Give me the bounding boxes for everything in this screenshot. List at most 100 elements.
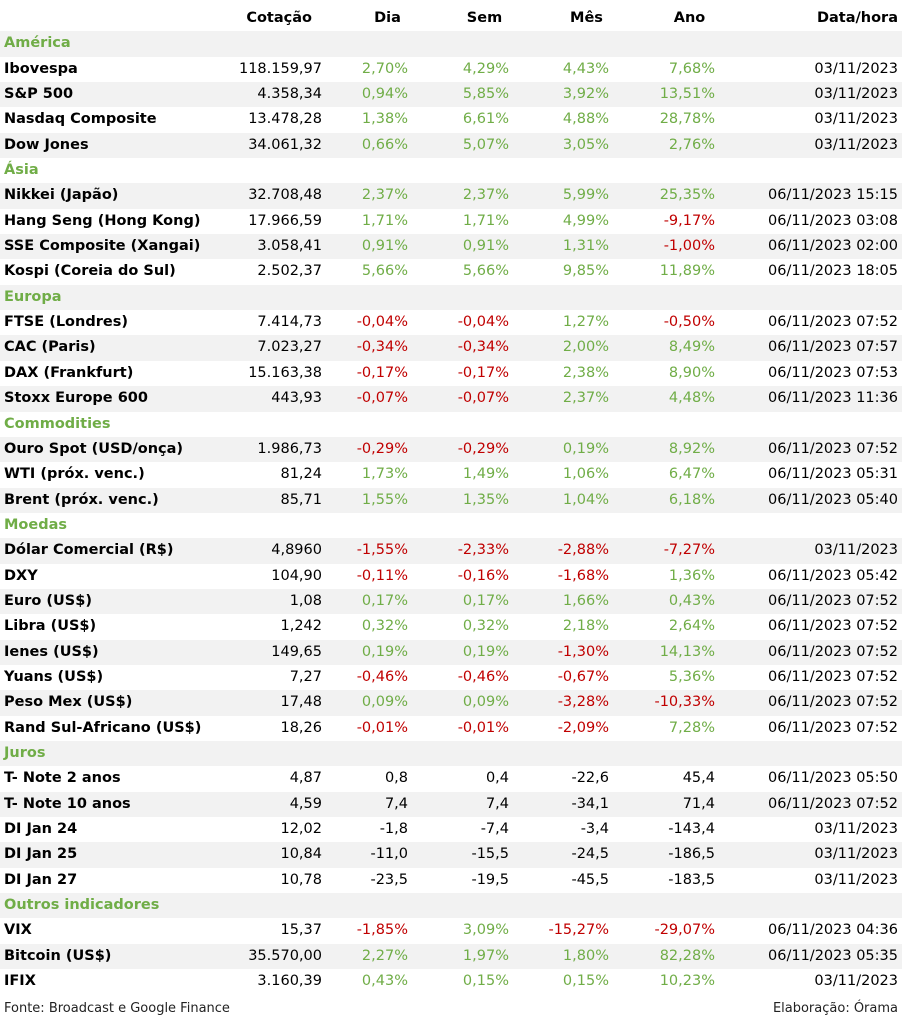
cell-cotacao: 17.966,59	[248, 212, 322, 229]
cell-name: DAX (Frankfurt)	[4, 364, 134, 381]
table-header: Cotação Dia Sem Mês Ano Data/hora	[0, 6, 902, 31]
cell-datahora: 03/11/2023	[814, 86, 898, 103]
table-row: Brent (próx. venc.) 85,71 1,55% 1,35% 1,04% 6…	[0, 487, 902, 513]
cell-sem: 7,4	[485, 795, 509, 812]
cell-datahora: 06/11/2023 07:52	[768, 643, 898, 660]
cell-sem: -19,5	[471, 871, 509, 888]
cell-mes: -1,30%	[557, 643, 609, 660]
cell-ano: 7,28%	[668, 719, 715, 736]
cell-cotacao: 15.163,38	[248, 364, 322, 381]
cell-ano: -9,17%	[663, 212, 715, 229]
cell-name: Bitcoin (US$)	[4, 947, 112, 964]
cell-name: S&P 500	[4, 86, 74, 103]
cell-mes: 3,92%	[562, 86, 609, 103]
table-row: DAX (Frankfurt) 15.163,38 -0,17% -0,17% 2,38…	[0, 361, 902, 386]
cell-mes: 2,38%	[562, 364, 609, 381]
cell-cotacao: 10,84	[280, 846, 322, 863]
cell-sem: -0,04%	[457, 314, 509, 331]
cell-ano: 6,47%	[668, 466, 715, 483]
table-row: DI Jan 27 10,78 -23,5 -19,5 -45,5 -183,5 03/11…	[0, 868, 902, 893]
cell-dia: -1,8	[379, 821, 408, 837]
section-title: Europa	[4, 288, 62, 305]
cell-ano: 0,43%	[668, 592, 715, 609]
cell-ano: -1,00%	[663, 238, 715, 255]
table-row: Yuans (US$) 7,27 -0,46% -0,46% -0,67% 5,36% 06…	[0, 665, 902, 690]
section-row: Commodities	[0, 412, 902, 437]
cell-datahora: 03/11/2023	[814, 871, 898, 888]
cell-datahora: 03/11/2023	[814, 542, 898, 559]
cell-datahora: 03/11/2023	[814, 821, 898, 837]
cell-name: Yuans (US$)	[4, 668, 104, 685]
cell-sem: -0,16%	[457, 567, 509, 584]
section-row: Europa	[0, 284, 902, 311]
cell-dia: 0,17%	[361, 592, 408, 609]
cell-dia: -0,34%	[356, 339, 408, 356]
cell-name: Ienes (US$)	[4, 643, 99, 660]
table-row: SSE Composite (Xangai) 3.058,41 0,91% 0,91%…	[0, 234, 902, 260]
section-title: Moedas	[4, 516, 68, 533]
section-title: América	[4, 35, 71, 52]
cell-cotacao: 7.414,73	[257, 314, 322, 331]
cell-cotacao: 1,242	[280, 618, 322, 635]
cell-sem: 0,91%	[462, 238, 509, 255]
cell-sem: -15,5	[471, 846, 509, 863]
cell-datahora: 06/11/2023 05:50	[768, 770, 898, 787]
cell-ano: -183,5	[668, 871, 715, 888]
cell-ano: -186,5	[668, 846, 715, 863]
cell-cotacao: 7,27	[289, 668, 322, 685]
cell-cotacao: 4,8960	[271, 542, 322, 559]
cell-ano: 10,23%	[659, 973, 715, 990]
cell-dia: -11,0	[370, 846, 408, 863]
cell-ano: 8,49%	[668, 339, 715, 356]
cell-ano: 8,90%	[668, 364, 715, 381]
cell-mes: 1,27%	[562, 314, 609, 331]
cell-name: Dólar Comercial (R$)	[4, 542, 174, 559]
cell-mes: -24,5	[571, 846, 609, 863]
cell-datahora: 06/11/2023 07:52	[768, 592, 898, 609]
cell-datahora: 06/11/2023 07:52	[768, 440, 898, 457]
cell-dia: -0,04%	[356, 314, 408, 331]
cell-dia: 2,27%	[361, 947, 408, 964]
cell-mes: 2,18%	[562, 618, 609, 635]
cell-cotacao: 7.023,27	[257, 339, 322, 356]
cell-cotacao: 4.358,34	[257, 86, 322, 103]
cell-dia: 0,91%	[361, 238, 408, 255]
header-cotacao: Cotação	[246, 10, 312, 26]
cell-datahora: 06/11/2023 07:52	[768, 719, 898, 736]
table-row: Kospi (Coreia do Sul) 2.502,37 5,66% 5,66% 9…	[0, 259, 902, 284]
cell-mes: -15,27%	[548, 922, 609, 939]
header-ano: Ano	[673, 10, 706, 26]
credit-note: Elaboração: Órama	[772, 1001, 898, 1016]
cell-name: DI Jan 24	[4, 821, 78, 837]
table-row: FTSE (Londres) 7.414,73 -0,04% -0,04% 1,27% -…	[0, 310, 902, 335]
section-row: Outros indicadores	[0, 893, 902, 919]
header-datahora: Data/hora	[816, 10, 898, 26]
cell-name: Ibovespa	[4, 60, 78, 77]
cell-ano: 2,76%	[668, 136, 715, 153]
table-row: Bitcoin (US$) 35.570,00 2,27% 1,97% 1,80% 82,…	[0, 943, 902, 970]
cell-name: Ouro Spot (USD/onça)	[4, 440, 184, 457]
cell-dia: 0,94%	[361, 86, 408, 103]
cell-cotacao: 4,87	[289, 770, 322, 787]
table-row: Libra (US$) 1,242 0,32% 0,32% 2,18% 2,64% 06/1…	[0, 614, 902, 639]
cell-name: T- Note 10 anos	[4, 795, 131, 812]
cell-ano: 14,13%	[659, 643, 715, 660]
cell-cotacao: 2.502,37	[257, 263, 322, 280]
cell-cotacao: 34.061,32	[248, 136, 322, 153]
cell-mes: -45,5	[571, 871, 609, 888]
cell-datahora: 06/11/2023 18:05	[768, 263, 898, 280]
cell-cotacao: 149,65	[271, 643, 322, 660]
cell-dia: 1,38%	[361, 111, 408, 128]
cell-ano: 4,48%	[668, 390, 715, 407]
cell-name: Dow Jones	[4, 136, 89, 153]
cell-name: Peso Mex (US$)	[4, 694, 133, 711]
cell-sem: 6,61%	[462, 111, 509, 128]
cell-datahora: 06/11/2023 15:15	[768, 187, 898, 204]
cell-datahora: 06/11/2023 07:52	[768, 668, 898, 685]
cell-sem: 0,4	[485, 770, 509, 787]
cell-sem: 3,09%	[462, 922, 509, 939]
cell-mes: 9,85%	[562, 263, 609, 280]
cell-name: Kospi (Coreia do Sul)	[4, 263, 176, 280]
cell-mes: 1,31%	[562, 238, 609, 255]
cell-mes: 2,37%	[562, 390, 609, 407]
